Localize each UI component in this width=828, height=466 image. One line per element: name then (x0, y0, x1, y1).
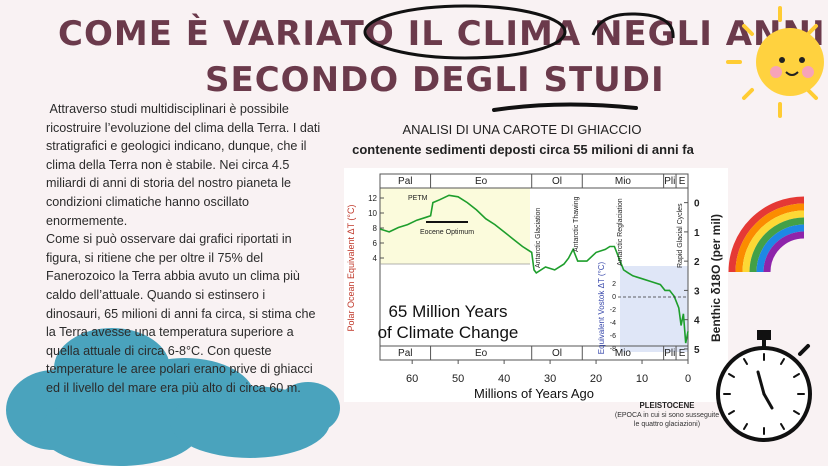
x-tick-label: 0 (685, 373, 691, 385)
body-paragraph: Attraverso studi multidisciplinari è pos… (46, 102, 321, 395)
left-tick-label: 10 (368, 209, 377, 218)
pleistocene-title: PLEISTOCENE (639, 401, 695, 410)
vostok-tick-label: 0 (612, 294, 616, 301)
right-axis-label: Benthic δ18O (per mil) (709, 214, 723, 342)
annotation-rapid-glacial-cycles: Rapid Glacial Cycles (677, 203, 684, 268)
left-tick-label: 8 (373, 224, 378, 233)
vostok-highlight (620, 266, 688, 352)
chart-title-line2: of Climate Change (378, 323, 519, 342)
epoch-label: Mio (615, 348, 632, 359)
x-tick-label: 10 (636, 373, 648, 385)
page-title-line1: COME È VARIATO IL CLIMA NEGLI ANNI (58, 14, 826, 54)
x-tick-label: 50 (452, 373, 464, 385)
chart-heading: ANALISI DI UNA CAROTE DI GHIACCIO (402, 122, 642, 137)
epoch-label: Mio (615, 176, 632, 187)
epoch-label: Ol (552, 176, 562, 187)
epoch-label: E (679, 348, 686, 359)
right-tick-label: 1 (694, 228, 700, 239)
left-tick-label: 12 (368, 194, 377, 203)
cloud-icon (6, 328, 340, 466)
epoch-label: Pli (664, 176, 675, 187)
right-tick-label: 2 (694, 257, 700, 268)
epoch-label: Eo (475, 348, 488, 359)
series-line (379, 194, 689, 344)
epoch-label: Pal (398, 176, 412, 187)
pleistocene-note: (EPOCA in cui si sono susseguite le quat… (614, 412, 720, 428)
vostok-tick-label: -8 (610, 346, 616, 353)
chart-title-line1: 65 Million Years (388, 302, 507, 321)
x-tick-label: 20 (590, 373, 602, 385)
title-underline-doodle (492, 102, 638, 112)
right-tick-label: 4 (694, 316, 700, 327)
x-axis-label: Millions of Years Ago (474, 386, 594, 401)
epoch-label: Ol (552, 348, 562, 359)
vostok-tick-label: 2 (612, 281, 616, 288)
annotation-eocene-optimum: Eocene Optimum (420, 229, 474, 236)
epoch-label: E (679, 176, 686, 187)
right-tick-label: 5 (694, 345, 700, 356)
epoch-label: Pli (664, 348, 675, 359)
annotation-antarctic-thawing: Antarctic Thawing (573, 196, 580, 252)
annotation-antarctic-reglaciation: Antarctic Reglaciation (617, 198, 624, 266)
chart-subheading: contenente sedimenti deposti circa 55 mi… (352, 142, 694, 157)
annotation-antarctic-glaciation: Antarctic Glaciation (535, 208, 542, 268)
annotation-petm: PETM (408, 195, 428, 202)
left-tick-label: 4 (373, 254, 378, 263)
vostok-axis-label: Equivalent Vostok ΔT (°C) (597, 261, 606, 354)
rainbow-icon (728, 196, 805, 273)
left-axis-label: Polar Ocean Equivalent ΔT (°C) (346, 204, 356, 331)
epoch-label: Eo (475, 176, 488, 187)
vostok-tick-label: -2 (610, 307, 616, 314)
right-tick-label: 0 (694, 199, 700, 210)
title-circle-doodle-2 (591, 12, 675, 39)
title-circle-doodle (363, 4, 567, 60)
epoch-label: Pal (398, 348, 412, 359)
vostok-tick-label: -6 (610, 333, 616, 340)
page-title-line2: SECONDO DEGLI STUDI (205, 60, 665, 100)
vostok-tick-label: -4 (610, 320, 616, 327)
x-tick-label: 40 (498, 373, 510, 385)
x-tick-label: 60 (406, 373, 418, 385)
x-tick-label: 30 (544, 373, 556, 385)
stopwatch-icon (716, 330, 812, 442)
left-tick-label: 6 (373, 239, 378, 248)
sun-icon (726, 6, 824, 118)
right-tick-label: 3 (694, 286, 700, 297)
